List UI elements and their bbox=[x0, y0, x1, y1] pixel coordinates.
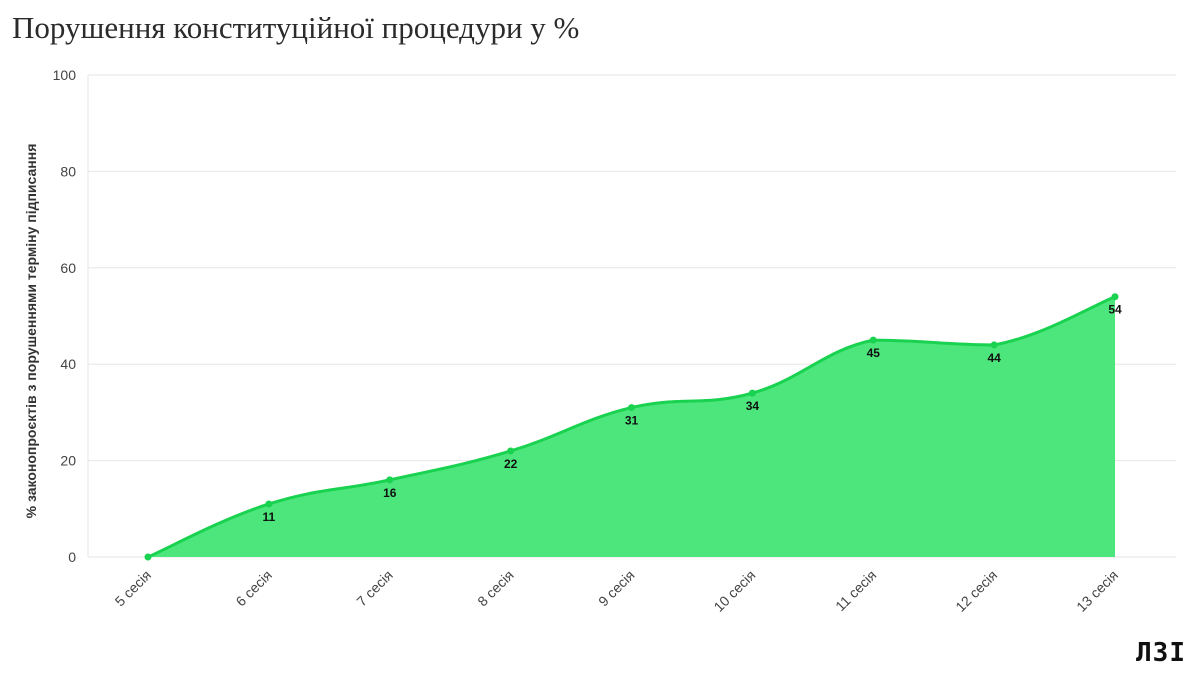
x-tick-label: 9 сесія bbox=[595, 567, 638, 610]
chart-title: Порушення конституційної процедури у % bbox=[12, 10, 580, 45]
x-tick-label: 5 сесія bbox=[112, 567, 155, 610]
data-label: 11 bbox=[263, 510, 276, 524]
data-point bbox=[507, 447, 515, 455]
x-tick-label: 13 сесія bbox=[1073, 567, 1121, 615]
data-label: 22 bbox=[504, 457, 518, 471]
series-area bbox=[148, 296, 1115, 557]
data-label: 31 bbox=[625, 414, 639, 428]
data-point bbox=[990, 341, 998, 349]
data-label: 34 bbox=[746, 399, 760, 413]
data-point bbox=[386, 476, 394, 484]
y-tick-label: 0 bbox=[68, 549, 76, 565]
data-label: 16 bbox=[383, 486, 397, 500]
data-point bbox=[144, 553, 152, 561]
x-tick-label: 7 сесія bbox=[353, 567, 396, 610]
y-tick-label: 100 bbox=[53, 67, 77, 83]
data-label: 44 bbox=[987, 351, 1001, 365]
data-label: 45 bbox=[867, 346, 881, 360]
lzi-logo: ЛЗІ bbox=[1136, 638, 1186, 668]
data-point bbox=[265, 500, 273, 508]
x-tick-label: 10 сесія bbox=[710, 567, 758, 615]
data-label: 54 bbox=[1108, 303, 1122, 317]
x-tick-label: 12 сесія bbox=[952, 567, 1000, 615]
y-tick-label: 20 bbox=[60, 453, 76, 469]
y-tick-label: 80 bbox=[60, 163, 76, 179]
data-point bbox=[748, 389, 756, 397]
point-layer bbox=[144, 293, 1119, 561]
y-tick-label: 40 bbox=[60, 356, 76, 372]
data-point bbox=[1111, 293, 1119, 301]
label-layer: 11 16 22 31 34 45 44 54 bbox=[263, 303, 1122, 524]
x-tick-label: 11 сесія bbox=[832, 567, 879, 614]
data-point bbox=[628, 404, 635, 412]
y-tick-label: 60 bbox=[60, 260, 76, 276]
y-axis-title: % законопроєктів з порушеннями терміну п… bbox=[23, 144, 39, 519]
data-point bbox=[869, 336, 877, 344]
x-tick-label: 6 сесія bbox=[232, 567, 275, 610]
x-tick-label: 8 сесія bbox=[474, 567, 517, 610]
